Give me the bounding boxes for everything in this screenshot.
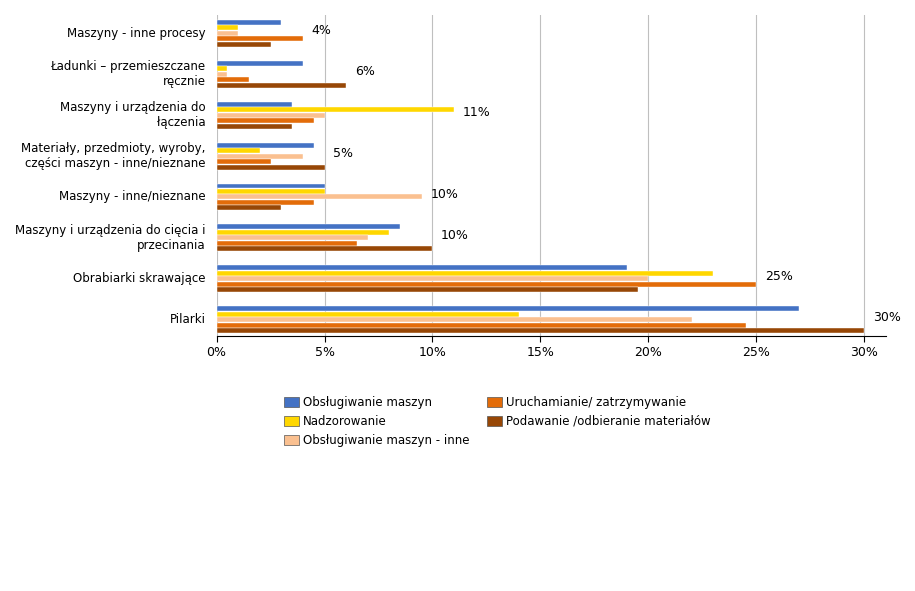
Bar [217,317,692,322]
Bar [217,159,271,164]
Bar [217,164,325,170]
Bar [217,200,314,205]
Text: 30%: 30% [873,311,900,324]
Text: 25%: 25% [765,269,792,282]
Bar [217,235,368,241]
Bar [217,230,389,235]
Text: 5%: 5% [333,147,353,160]
Bar [217,189,325,194]
Bar [217,37,303,41]
Bar [217,276,649,281]
Text: 11%: 11% [463,106,490,119]
Bar [217,20,282,25]
Bar [217,113,325,118]
Bar [217,83,346,88]
Bar [217,241,357,246]
Bar [217,311,519,317]
Bar [217,61,303,66]
Text: 10%: 10% [441,229,469,242]
Bar [217,183,325,189]
Bar [217,282,757,287]
Bar [217,328,865,333]
Bar [217,107,454,112]
Bar [217,142,314,148]
Bar [217,194,422,199]
Text: 10%: 10% [430,188,458,201]
Bar [217,206,282,210]
Bar [217,42,271,47]
Legend: Obsługiwanie maszyn, Nadzorowanie, Obsługiwanie maszyn - inne, Uruchamianie/ zat: Obsługiwanie maszyn, Nadzorowanie, Obsłu… [285,396,711,447]
Bar [217,265,627,270]
Bar [217,31,238,36]
Bar [217,271,713,276]
Bar [217,77,249,82]
Bar [217,287,638,292]
Bar [217,118,314,123]
Bar [217,306,800,311]
Bar [217,323,746,327]
Text: 6%: 6% [355,66,374,79]
Text: 4%: 4% [312,24,331,37]
Bar [217,25,238,31]
Bar [217,66,228,72]
Bar [217,72,228,77]
Bar [217,124,292,129]
Bar [217,148,260,153]
Bar [217,154,303,158]
Bar [217,225,400,229]
Bar [217,246,433,251]
Bar [217,102,292,107]
